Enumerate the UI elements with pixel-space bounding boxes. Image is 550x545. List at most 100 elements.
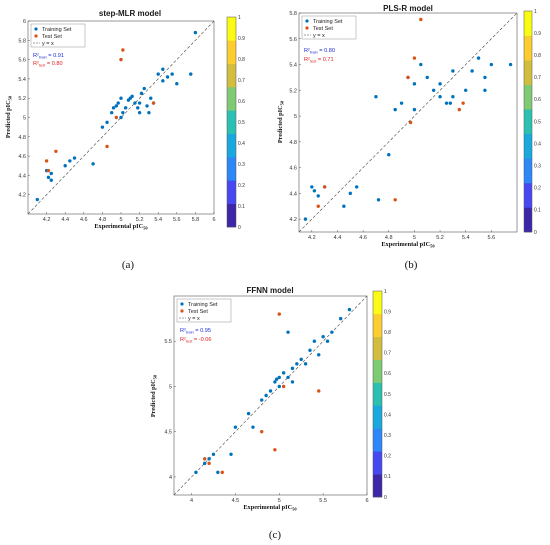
test-point — [273, 448, 277, 452]
y-tick-label: 6 — [23, 19, 26, 25]
identity-line — [298, 12, 518, 233]
colorbar-tick-label: 0.1 — [384, 474, 391, 480]
training-point — [464, 88, 468, 92]
colorbar-tick-label: 0.8 — [534, 53, 541, 59]
training-point — [229, 452, 233, 456]
test-point — [151, 101, 156, 105]
colorbar-segment — [524, 207, 532, 233]
test-point — [121, 48, 125, 52]
r2-train-text: R²train = 0.91 — [33, 53, 64, 60]
test-point — [203, 457, 207, 461]
training-point — [193, 30, 198, 35]
colorbar-frame — [372, 290, 383, 498]
x-tick-label: 4.5 — [232, 498, 240, 504]
y-tick-label: 5 — [23, 116, 26, 122]
y-tick-label: 4.4 — [289, 191, 297, 197]
identity-line — [173, 295, 368, 496]
legend-box — [301, 15, 357, 40]
test-point — [316, 204, 320, 208]
panel-title: PLS-R model — [383, 4, 433, 13]
x-tick-label: 5.5 — [319, 498, 327, 504]
x-axis-label: Experimental pIC50 — [381, 241, 435, 249]
training-point — [342, 204, 346, 208]
x-tick-label: 5 — [278, 498, 281, 504]
test-point — [119, 57, 123, 62]
colorbar-frame — [226, 16, 237, 228]
colorbar-tick-label: 1 — [238, 15, 241, 21]
training-point — [508, 62, 513, 67]
training-point — [147, 110, 151, 115]
training-point — [165, 75, 170, 79]
colorbar-segment — [524, 109, 532, 135]
x-axis-label: Experimental pIC50 — [243, 504, 297, 512]
r2-annotation: R²train = 0.91 R²test = 0.80 — [33, 53, 64, 68]
training-point — [156, 72, 160, 76]
training-point — [268, 389, 273, 393]
test-point — [281, 384, 286, 389]
legend-train-label: Training Set — [42, 27, 72, 33]
x-tick-label: 5.6 — [173, 217, 181, 223]
training-point — [374, 95, 378, 99]
training-point — [347, 307, 352, 312]
colorbar-segment — [524, 35, 532, 61]
legend: Training Set Test Set y = x — [301, 15, 357, 40]
training-point — [211, 452, 216, 456]
colorbar: 0 0.1 0.2 0.3 0.4 0.5 0.6 0.7 0.8 0.9 1 — [226, 15, 245, 231]
training-point — [246, 411, 251, 416]
training-point — [149, 96, 153, 100]
training-point — [161, 79, 165, 83]
x-tick-label: 5.8 — [192, 217, 200, 223]
training-point — [137, 110, 142, 115]
training-point — [273, 380, 277, 384]
x-tick-label: 4.8 — [385, 235, 393, 241]
training-point — [303, 217, 308, 221]
training-point — [399, 101, 404, 105]
y-tick-label: 4 — [169, 475, 172, 481]
x-axis-label: Experimental pIC50 — [94, 223, 148, 231]
y-tick-label: 5.2 — [18, 96, 26, 102]
legend-train-marker — [34, 27, 38, 31]
y-tick-label: 5.8 — [18, 38, 26, 44]
test-point — [406, 75, 410, 80]
training-point — [137, 101, 142, 105]
legend: Training Set Test Set y = x — [30, 23, 86, 48]
y-tick-label: 4.5 — [164, 430, 172, 436]
y-tick-label: 4.6 — [18, 154, 26, 160]
colorbar-segment — [227, 63, 236, 88]
training-point — [451, 69, 455, 73]
training-point — [142, 86, 146, 91]
scatter-plot: 4 4.5 5 5.5 6 4 4.5 5 5.5 — [164, 295, 369, 504]
legend-line-label: y = x — [188, 316, 200, 322]
training-point — [489, 62, 494, 67]
training-point — [412, 82, 417, 86]
legend-train-label: Training Set — [188, 302, 218, 308]
colorbar-segment — [524, 11, 532, 36]
colorbar-tick-label: 0.4 — [384, 412, 391, 418]
x-tick-label: 5 — [119, 217, 122, 223]
y-axis-label: Predicted pIC50 — [277, 100, 285, 143]
y-tick-label: 5.8 — [289, 11, 297, 17]
training-point — [330, 330, 334, 334]
training-point — [412, 107, 417, 112]
training-point — [286, 375, 290, 380]
training-point — [119, 115, 123, 120]
colorbar-frame — [523, 10, 533, 233]
x-tick-label: 4.6 — [359, 235, 367, 241]
test-point — [54, 149, 58, 153]
y-tick-label: 5.6 — [289, 37, 297, 43]
colorbar-tick-label: 1 — [534, 9, 537, 15]
training-point — [431, 88, 436, 92]
training-point — [260, 398, 264, 402]
y-tick-label: 5 — [169, 384, 172, 390]
training-point — [290, 380, 295, 384]
test-point — [114, 115, 119, 120]
training-point — [233, 425, 238, 429]
training-point — [264, 393, 268, 398]
training-point — [251, 425, 255, 429]
test-point — [260, 429, 264, 434]
test-point — [322, 185, 327, 189]
training-point — [207, 457, 211, 461]
training-point — [35, 197, 39, 202]
training-point — [133, 101, 137, 105]
training-point — [299, 357, 303, 362]
